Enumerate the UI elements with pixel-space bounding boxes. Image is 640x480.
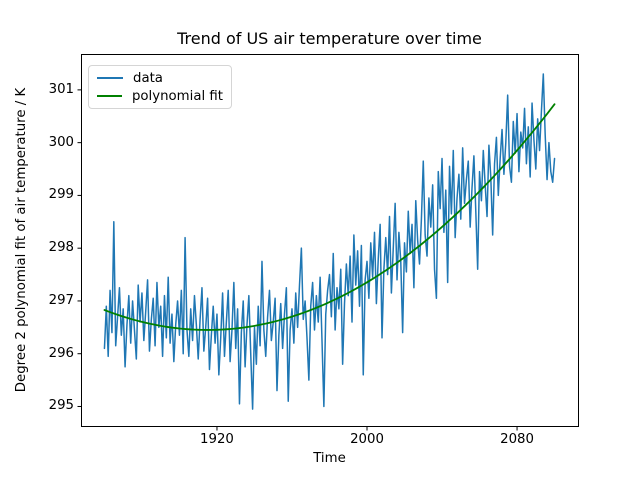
legend-label-data: data [133, 70, 163, 86]
legend-item-polynomial-fit: polynomial fit [97, 89, 223, 104]
y-tick-label: 298 [48, 240, 74, 256]
y-tick-label: 300 [48, 134, 74, 150]
y-tick-label: 297 [48, 292, 74, 308]
y-tick-label: 296 [48, 345, 74, 361]
y-tick-label: 295 [48, 398, 74, 414]
legend-item-data: data [97, 71, 223, 86]
polynomial-fit-line-swatch [97, 95, 122, 97]
y-tick-label: 299 [48, 187, 74, 203]
x-tick-label: 2080 [500, 432, 534, 447]
chart-title: Trend of US air temperature over time [177, 29, 482, 48]
legend: data polynomial fit [88, 65, 232, 109]
legend-label-polynomial-fit: polynomial fit [131, 88, 223, 104]
y-tick-label: 301 [48, 81, 74, 97]
axes-spines [81, 54, 579, 427]
x-tick-label: 2000 [350, 432, 384, 447]
series-data [103, 73, 556, 410]
x-axis-label: Time [313, 451, 346, 466]
data-line-swatch [97, 77, 123, 79]
series-polynomial-fit [103, 103, 556, 331]
x-tick-label: 1920 [200, 432, 234, 447]
